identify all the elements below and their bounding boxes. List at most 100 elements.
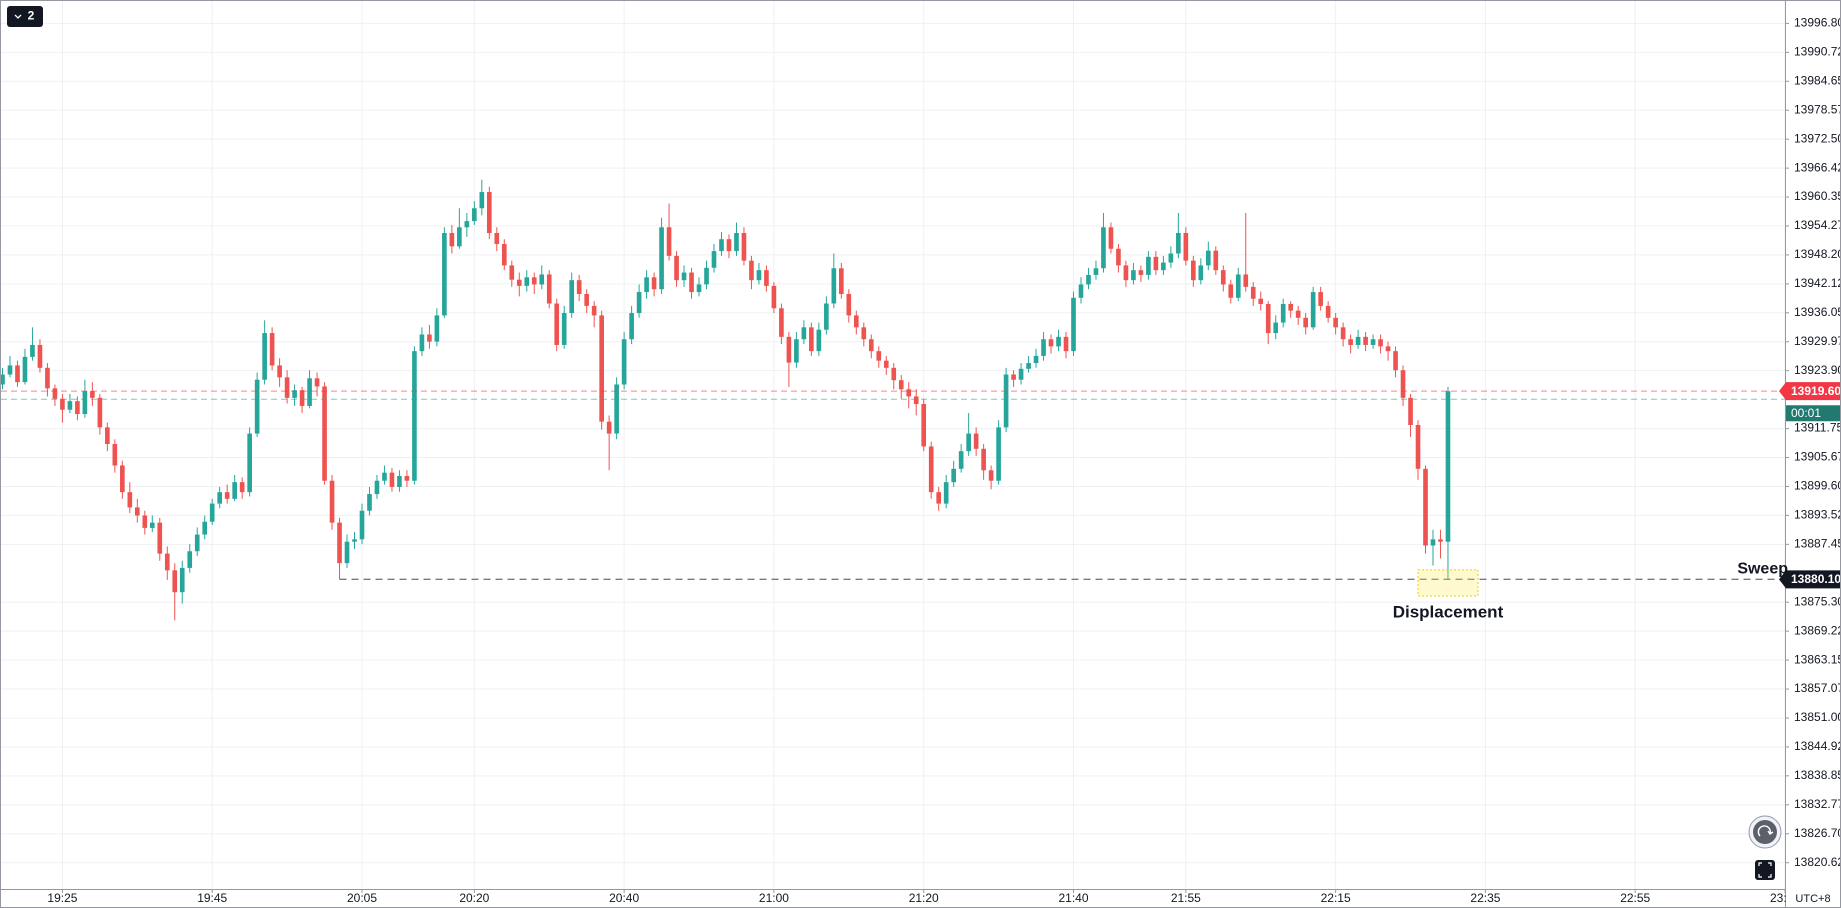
candle-body (569, 280, 575, 314)
candle-body (449, 233, 455, 247)
candle-body (1071, 297, 1076, 352)
displacement-label: Displacement (1393, 603, 1504, 622)
candle-body (936, 492, 942, 504)
candle-body (1138, 270, 1144, 275)
candle-body (1131, 270, 1136, 281)
toolbar-button-label[interactable]: 2 (28, 9, 35, 23)
candle-body (1438, 539, 1443, 542)
candle-body (232, 482, 237, 499)
candle-body (127, 492, 133, 508)
candle-body (1033, 355, 1039, 364)
candle-body (1161, 262, 1166, 271)
candle-body (337, 522, 342, 564)
candle-body (247, 433, 252, 493)
candle-body (891, 367, 897, 381)
candle-body (868, 339, 874, 352)
candle-body (157, 522, 163, 554)
candle-body (314, 378, 320, 387)
y-tick-label: 13978.57 (1794, 102, 1841, 116)
price-axis-bg (1785, 0, 1841, 908)
candle-body (1258, 298, 1264, 304)
candle-body (1191, 260, 1196, 281)
candle-body (194, 534, 200, 552)
candle-body (7, 365, 13, 375)
candle-body (636, 292, 642, 314)
y-tick-label: 13899.60 (1794, 479, 1841, 493)
last-price-label: 13919.60 (1791, 384, 1841, 398)
x-tick-label: 19:25 (47, 891, 77, 905)
candle-body (1056, 336, 1061, 347)
candle-body (1430, 539, 1436, 546)
candle-body (666, 227, 672, 256)
candle-body (1011, 374, 1016, 380)
candle-body (973, 433, 979, 449)
screenshot-icon (1758, 862, 1772, 878)
countdown-label: 00:01 (1791, 406, 1821, 420)
candle-body (659, 227, 664, 290)
candle-body (614, 384, 619, 434)
y-tick-label: 13838.85 (1794, 768, 1841, 782)
candle-body (591, 305, 597, 316)
candle-body (996, 427, 1001, 481)
candle-body (1378, 339, 1383, 347)
candle-body (37, 344, 43, 368)
candle-body (1265, 303, 1271, 334)
screenshot-button-bg[interactable] (1755, 860, 1775, 880)
candle-body (142, 515, 148, 528)
toolbar-button-bg[interactable] (7, 6, 43, 27)
candle-body (1048, 339, 1054, 347)
candle-body (1093, 268, 1099, 275)
screenshot-button[interactable] (1755, 860, 1775, 880)
candle-body (494, 233, 500, 244)
candle-body (786, 336, 792, 363)
candle-body (809, 327, 814, 352)
candle-body (442, 233, 447, 316)
candle-body (434, 315, 440, 342)
plot-area (1, 179, 1451, 621)
candle-body (921, 404, 927, 447)
candle-body (1400, 370, 1406, 398)
candle-body (1325, 305, 1331, 318)
candle-body (359, 510, 365, 540)
candle-body (839, 268, 844, 294)
y-tick-label: 13893.52 (1794, 508, 1841, 522)
candle-body (269, 333, 275, 366)
candle-body (30, 344, 35, 357)
x-tick-label: 20:20 (459, 891, 489, 905)
candle-body (1235, 274, 1241, 298)
candle-body (15, 365, 20, 383)
candle-body (172, 570, 178, 593)
toolbar-button[interactable]: 2 (7, 6, 43, 27)
candle-body (1445, 391, 1451, 542)
candle-body (1415, 424, 1421, 469)
candle-body (1176, 233, 1181, 254)
candle-body (696, 284, 702, 293)
scroll-button[interactable] (1748, 815, 1782, 849)
x-tick-label: 22:15 (1321, 891, 1351, 905)
candle-body (1003, 374, 1009, 428)
candle-body (546, 274, 552, 304)
x-tick-label: 21:00 (759, 891, 789, 905)
x-tick-label: 20:40 (609, 891, 639, 905)
x-ticks: 19:25 19:45 20:05 20:20 20:40 21:00 21:20 21:40… (47, 889, 1800, 905)
candle-body (771, 285, 777, 309)
candle-body (1101, 227, 1106, 269)
candle-body (1423, 468, 1428, 546)
y-tick-label: 13905.67 (1794, 450, 1841, 464)
x-tick-label: 22:55 (1620, 891, 1650, 905)
candle-body (374, 480, 380, 495)
candle-body (284, 377, 290, 398)
candle-body (112, 444, 118, 466)
candle-body (1288, 303, 1294, 311)
candle-body (1, 374, 5, 385)
candle-body (1303, 317, 1308, 328)
candle-body (329, 480, 335, 523)
candle-body (82, 391, 88, 415)
candle-body (1280, 303, 1286, 323)
y-tick-label: 13936.05 (1794, 305, 1841, 319)
candle-body (1243, 274, 1249, 287)
candle-body (217, 492, 223, 504)
candle-body (831, 268, 837, 304)
candle-body (239, 482, 245, 493)
